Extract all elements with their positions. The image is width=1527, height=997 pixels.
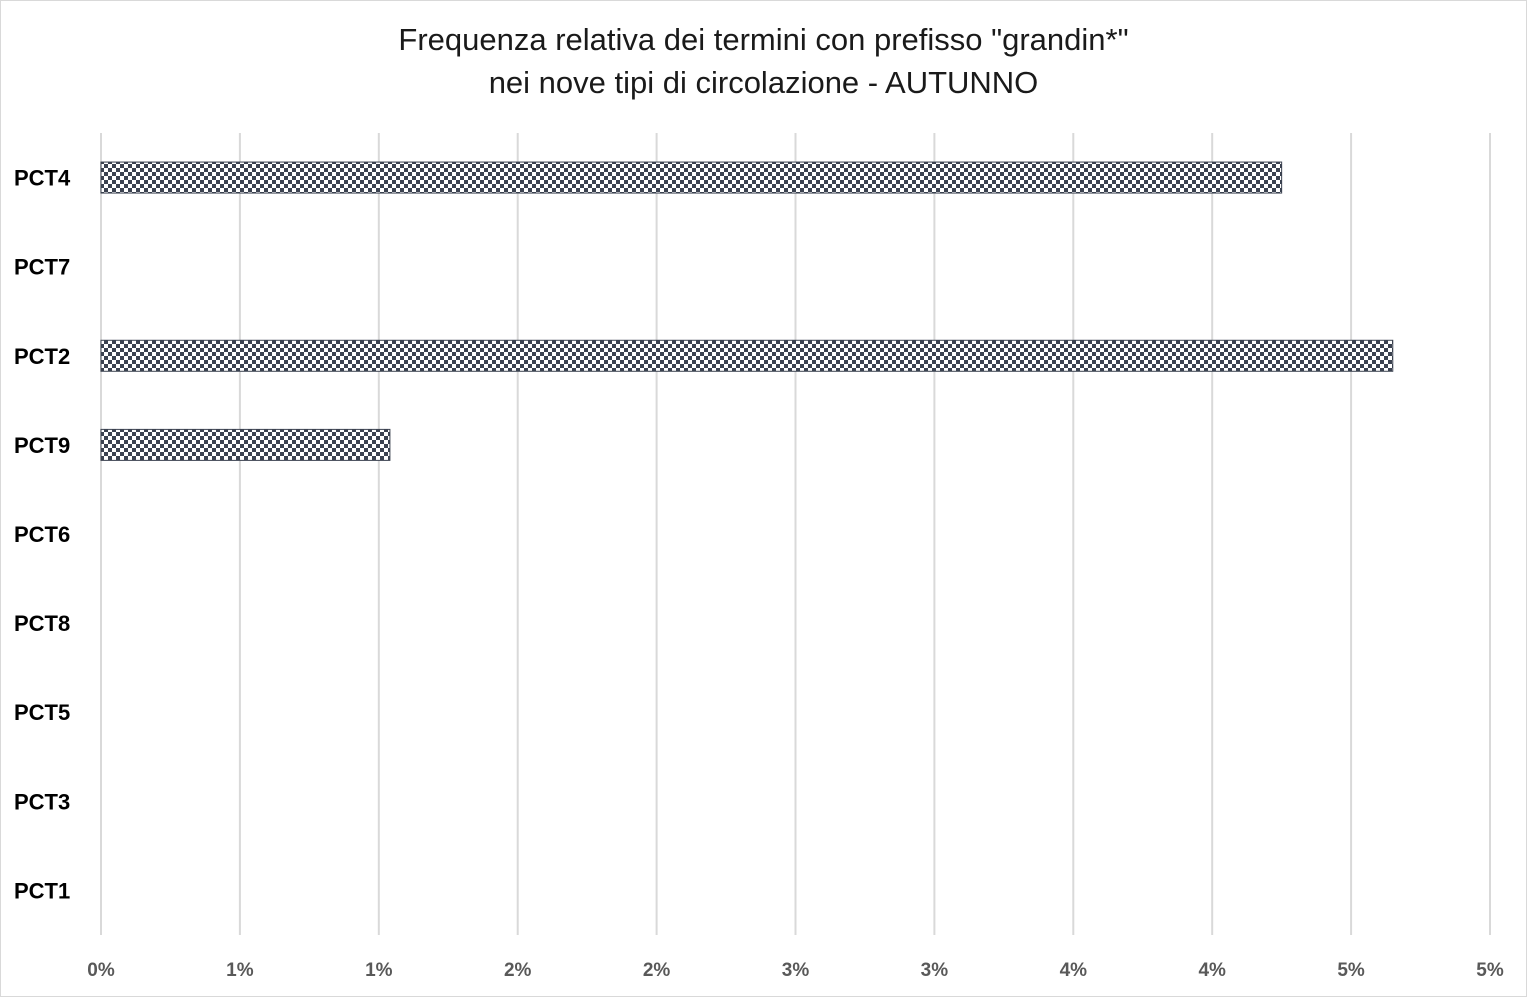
x-tick-label: 0% bbox=[87, 960, 115, 981]
x-tick-label: 5% bbox=[1337, 960, 1365, 981]
x-tick-label: 1% bbox=[226, 960, 254, 981]
bar-pct9 bbox=[100, 428, 391, 461]
y-tick-label: PCT8 bbox=[14, 611, 70, 636]
y-tick-label: PCT9 bbox=[14, 433, 70, 458]
x-tick-label: 3% bbox=[921, 960, 949, 981]
y-tick-label: PCT2 bbox=[14, 344, 70, 369]
y-tick-label: PCT3 bbox=[14, 789, 70, 814]
x-tick-label: 2% bbox=[504, 960, 532, 981]
y-tick-label: PCT4 bbox=[14, 166, 71, 191]
y-tick-label: PCT7 bbox=[14, 255, 70, 280]
x-tick-label: 1% bbox=[365, 960, 393, 981]
x-axis-labels: 0% 1% 1% 2% 2% 3% 3% 4% 4% 5% 5% bbox=[87, 960, 1504, 981]
bar-pct2 bbox=[100, 339, 1394, 372]
bar-pct4 bbox=[100, 161, 1283, 194]
y-tick-label: PCT1 bbox=[14, 878, 70, 903]
chart-title-block: Frequenza relativa dei termini con prefi… bbox=[0, 18, 1527, 104]
x-tick-label: 4% bbox=[1060, 960, 1088, 981]
bars bbox=[100, 161, 1394, 461]
y-axis-labels: PCT4 PCT7 PCT2 PCT9 PCT6 PCT8 PCT5 PCT3 PCT1 bbox=[14, 166, 71, 904]
x-tick-label: 4% bbox=[1198, 960, 1226, 981]
chart-title: Frequenza relativa dei termini con prefi… bbox=[398, 22, 1129, 57]
chart-subtitle: nei nove tipi di circolazione - AUTUNNO bbox=[488, 65, 1039, 100]
x-tick-label: 5% bbox=[1476, 960, 1504, 981]
x-tick-label: 3% bbox=[782, 960, 810, 981]
y-tick-label: PCT6 bbox=[14, 522, 70, 547]
x-tick-label: 2% bbox=[643, 960, 671, 981]
y-tick-label: PCT5 bbox=[14, 700, 70, 725]
gridlines bbox=[100, 133, 1491, 935]
